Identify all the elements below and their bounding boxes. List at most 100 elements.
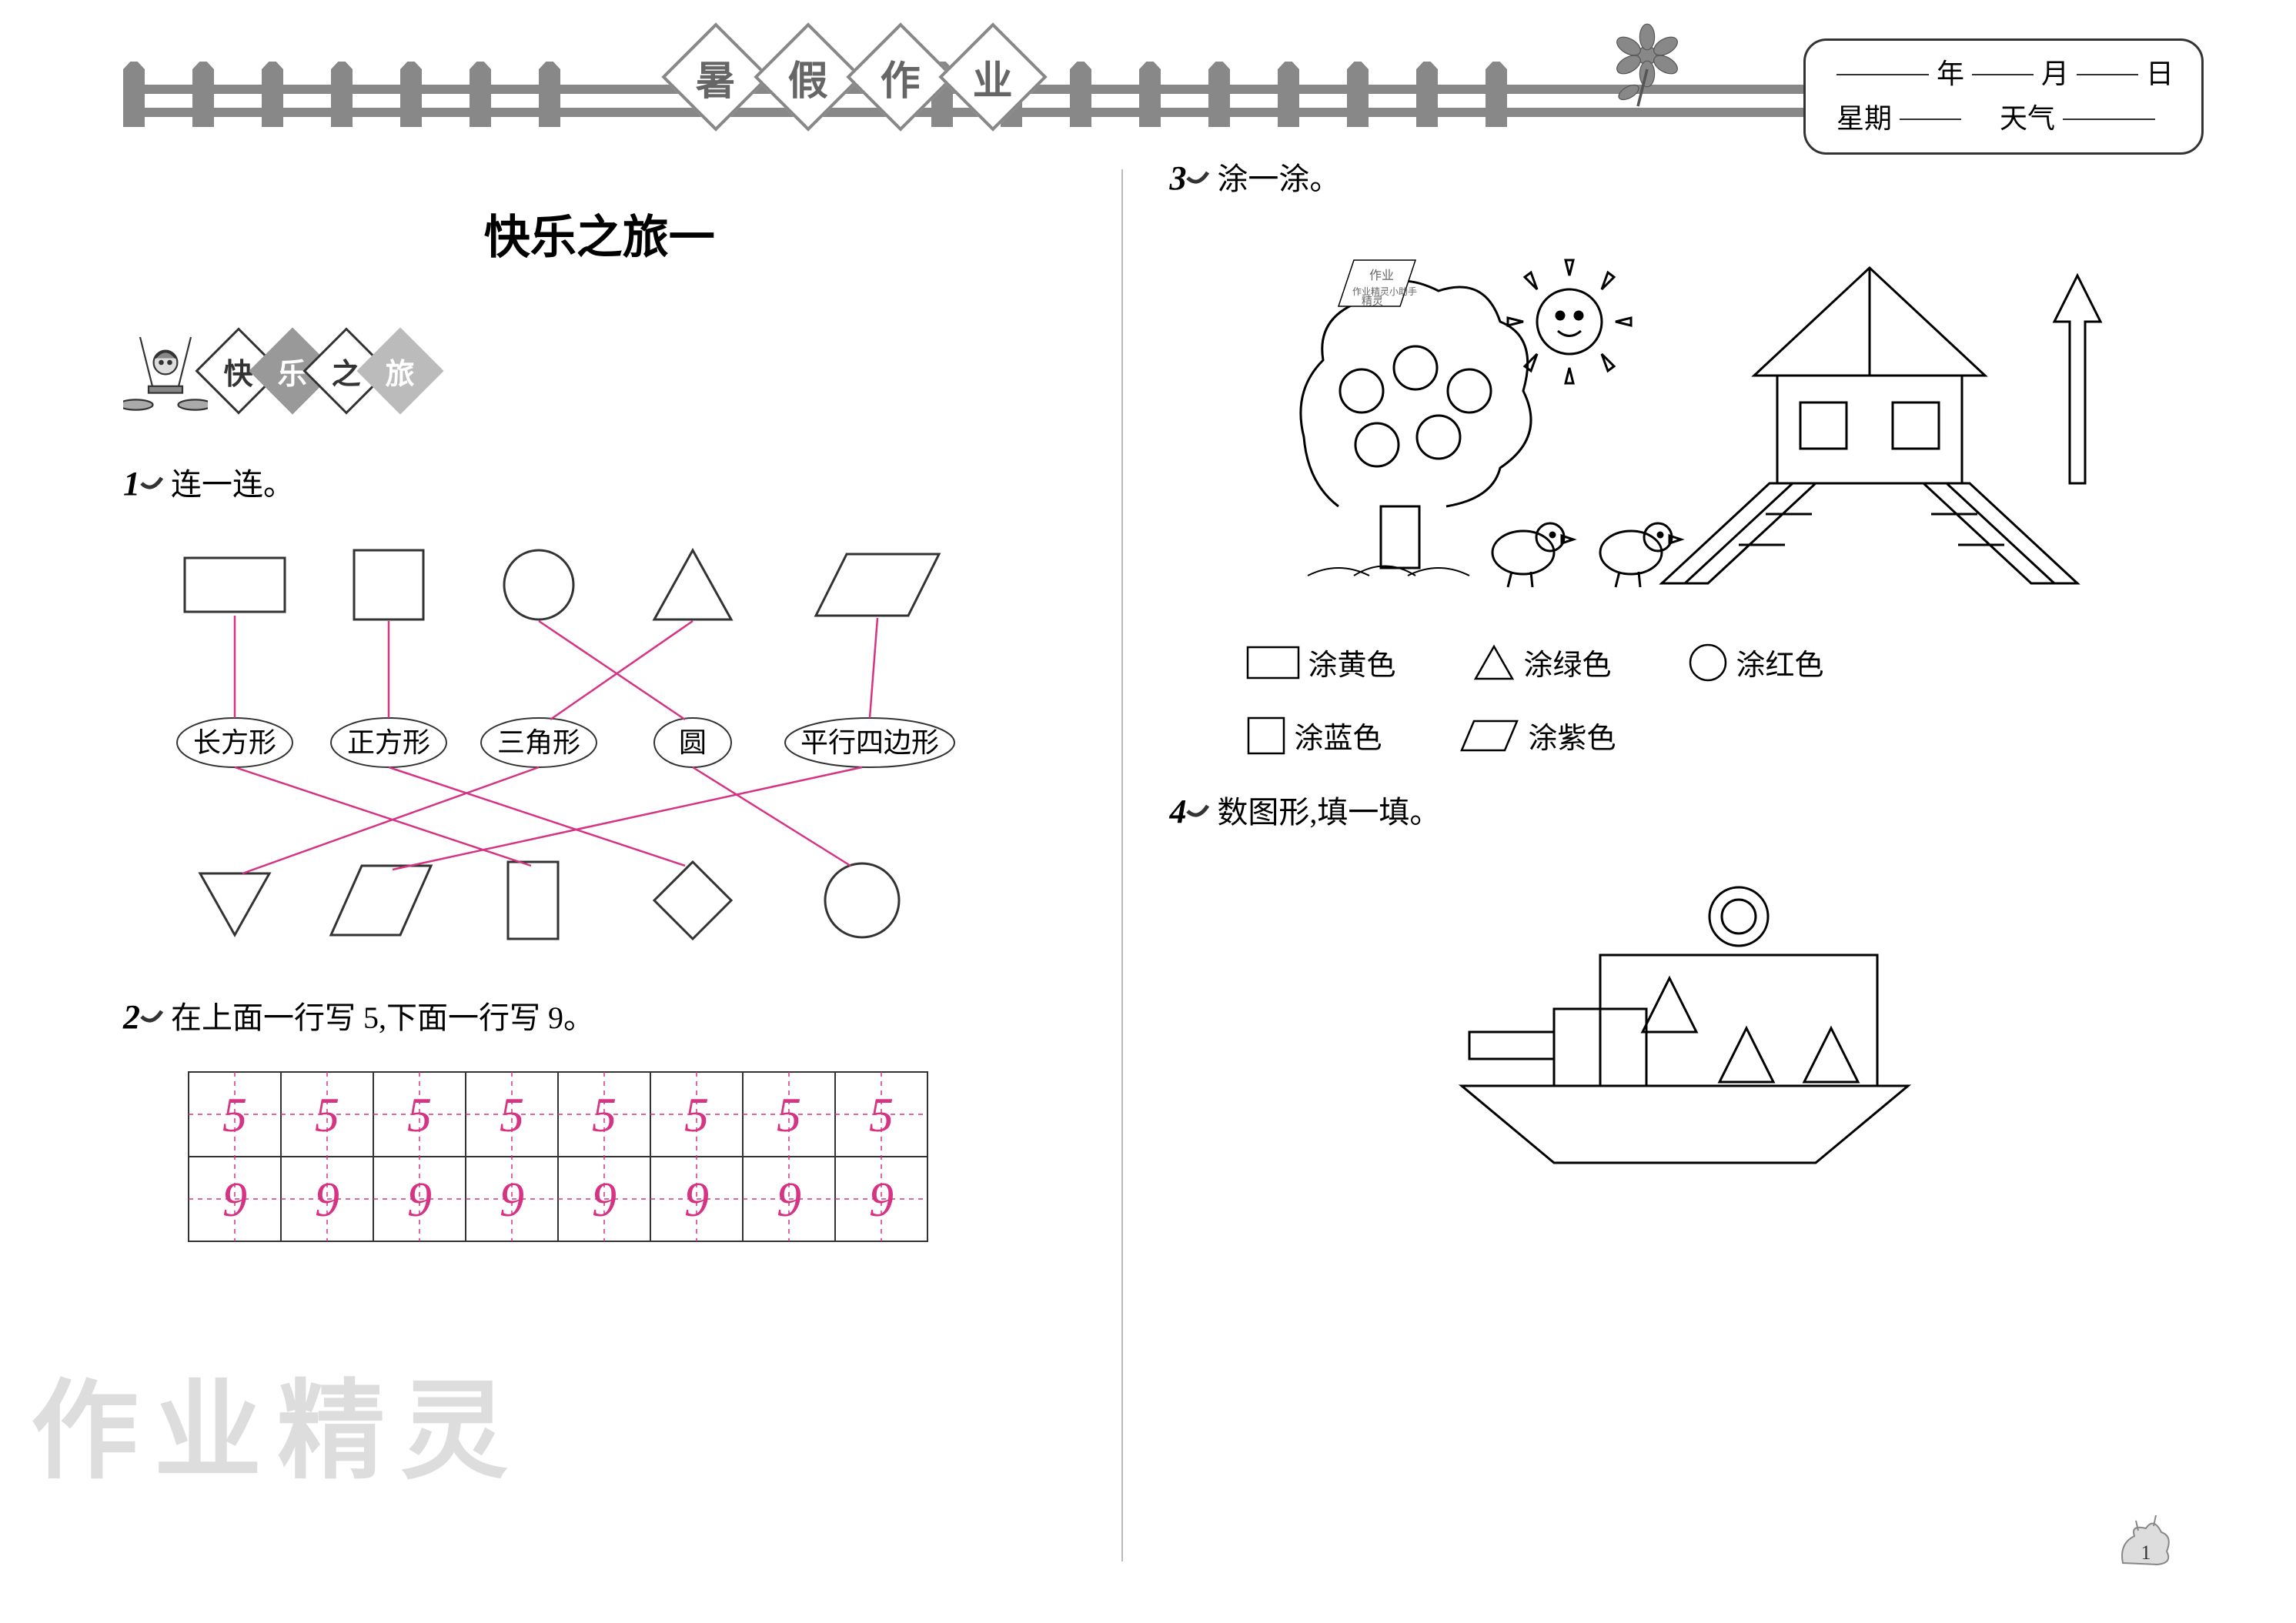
q3-text: 涂一涂。 (1217, 154, 1340, 199)
sun-drawing (1508, 260, 1631, 383)
date-box: 年 月 日 星期 天气 (1803, 38, 2204, 155)
q4-boat-picture (1415, 855, 2204, 1190)
question-1-header: 1 连一连。 (123, 459, 1075, 504)
shape-para2 (331, 866, 431, 935)
svg-text:9: 9 (777, 1172, 801, 1227)
legend-parallelogram: 涂紫色 (1459, 714, 1616, 756)
q3-number: 3 (1169, 159, 1186, 198)
shape-circle2 (825, 863, 899, 937)
question-4-header: 4 数图形,填一填。 (1169, 787, 2204, 832)
q1-matching-diagram: 长方形 正方形 三角形 圆 平行四边形 (123, 527, 1075, 962)
svg-text:9: 9 (592, 1172, 617, 1227)
svg-text:5: 5 (777, 1087, 801, 1142)
parallelogram-icon (1459, 718, 1520, 753)
svg-text:9: 9 (407, 1172, 432, 1227)
label-para: 平行四边形 (800, 727, 939, 758)
boat-gun (1469, 1032, 1554, 1059)
num-swoosh-icon (1186, 800, 1209, 823)
badge-char-4: 旅 (356, 327, 443, 414)
label-triangle: 三角形 (497, 727, 580, 758)
weekday-blank[interactable] (1900, 97, 1961, 120)
house-drawing (1662, 268, 2077, 583)
square-icon (1246, 716, 1286, 756)
page-header: 暑 假 作 业 年 月 日 星期 天气 (123, 46, 2204, 139)
page-number: 1 (2111, 1509, 2181, 1585)
up-arrow (2054, 276, 2100, 483)
svg-text:5: 5 (407, 1087, 432, 1142)
legend-circle: 涂红色 (1688, 641, 1823, 683)
q2-writing-grid[interactable]: 5 5 5 5 5 5 5 5 9 9 9 9 9 9 9 9 (185, 1068, 1075, 1257)
svg-text:9: 9 (500, 1172, 524, 1227)
svg-text:1: 1 (2141, 1541, 2151, 1564)
legend-triangle: 涂绿色 (1472, 641, 1611, 683)
svg-text:作业精灵小助手: 作业精灵小助手 (1352, 286, 1417, 297)
title-char-4: 业 (938, 22, 1047, 131)
label-circle: 圆 (679, 727, 707, 758)
chick-1 (1492, 523, 1573, 587)
q2-number: 2 (123, 997, 140, 1037)
shape-tri-down (200, 873, 269, 935)
triangle-icon (1472, 643, 1516, 682)
circle-icon (1688, 643, 1728, 683)
weather-label: 天气 (2000, 97, 2055, 142)
svg-text:5: 5 (684, 1087, 709, 1142)
q3-coloring-picture[interactable]: 作业 作业精灵小助手 精灵 (1262, 222, 2204, 610)
shape-diamond (654, 862, 731, 939)
svg-text:9: 9 (684, 1172, 709, 1227)
q4-number: 4 (1169, 792, 1186, 831)
shape-triangle (654, 550, 731, 619)
month-label: 月 (2041, 52, 2069, 97)
day-blank[interactable] (2077, 52, 2138, 75)
label-square: 正方形 (347, 727, 430, 758)
svg-text:精灵: 精灵 (1362, 296, 1383, 308)
day-label: 日 (2146, 52, 2174, 97)
boat-tri1 (1643, 978, 1696, 1032)
weather-blank[interactable] (2063, 97, 2155, 120)
svg-text:5: 5 (500, 1087, 524, 1142)
num-swoosh-icon (140, 1005, 163, 1028)
tree-drawing: 作业 作业精灵小助手 精灵 (1301, 260, 1531, 576)
svg-text:5: 5 (869, 1087, 894, 1142)
page-title: 快乐之旅一 (123, 200, 1075, 267)
svg-text:5: 5 (592, 1087, 617, 1142)
boat-cabin (1600, 955, 1877, 1086)
legend-square: 涂蓝色 (1246, 714, 1382, 756)
svg-text:9: 9 (222, 1172, 247, 1227)
shape-rect-v (508, 862, 558, 939)
shape-parallelogram (816, 554, 939, 616)
q1-text: 连一连。 (171, 459, 294, 504)
svg-text:9: 9 (869, 1172, 894, 1227)
year-label: 年 (1937, 52, 1964, 97)
right-column: 3 涂一涂。 作业 (1121, 169, 2204, 1561)
flower-icon (1601, 23, 1693, 115)
svg-text:9: 9 (315, 1172, 339, 1227)
shape-circle (504, 550, 573, 619)
svg-text:5: 5 (315, 1087, 339, 1142)
num-swoosh-icon (140, 472, 163, 495)
main-content: 快乐之旅一 快 乐 之 旅 1 连一连。 (123, 169, 2204, 1561)
q2-text: 在上面一行写 5,下面一行写 9。 (171, 993, 594, 1037)
weekday-label: 星期 (1836, 97, 1892, 142)
label-rect: 长方形 (193, 727, 276, 758)
boat-circle-outer (1709, 887, 1768, 946)
shape-square (354, 550, 423, 619)
svg-text:5: 5 (222, 1087, 247, 1142)
month-blank[interactable] (1972, 52, 2034, 75)
shape-rectangle (185, 558, 285, 612)
legend-rect: 涂黄色 (1246, 641, 1395, 683)
num-swoosh-icon (1186, 166, 1209, 189)
year-blank[interactable] (1836, 52, 1929, 75)
question-3-header: 3 涂一涂。 (1169, 154, 2204, 199)
section-badge: 快 乐 之 旅 (123, 329, 1075, 413)
question-2-header: 2 在上面一行写 5,下面一行写 9。 (123, 993, 1075, 1037)
rectangle-icon (1246, 646, 1300, 680)
q4-text: 数图形,填一填。 (1217, 787, 1440, 832)
page-num-decoration: 1 (2111, 1509, 2181, 1578)
q3-legend-row1: 涂黄色 涂绿色 涂红色 (1246, 641, 2204, 683)
q3-legend-row2: 涂蓝色 涂紫色 (1246, 714, 2204, 756)
boat-tri2 (1719, 1028, 1773, 1082)
svg-text:作业: 作业 (1369, 269, 1394, 282)
q1-number: 1 (123, 464, 140, 503)
boat-hull (1462, 1086, 1908, 1163)
boat-circle-inner (1722, 900, 1756, 933)
